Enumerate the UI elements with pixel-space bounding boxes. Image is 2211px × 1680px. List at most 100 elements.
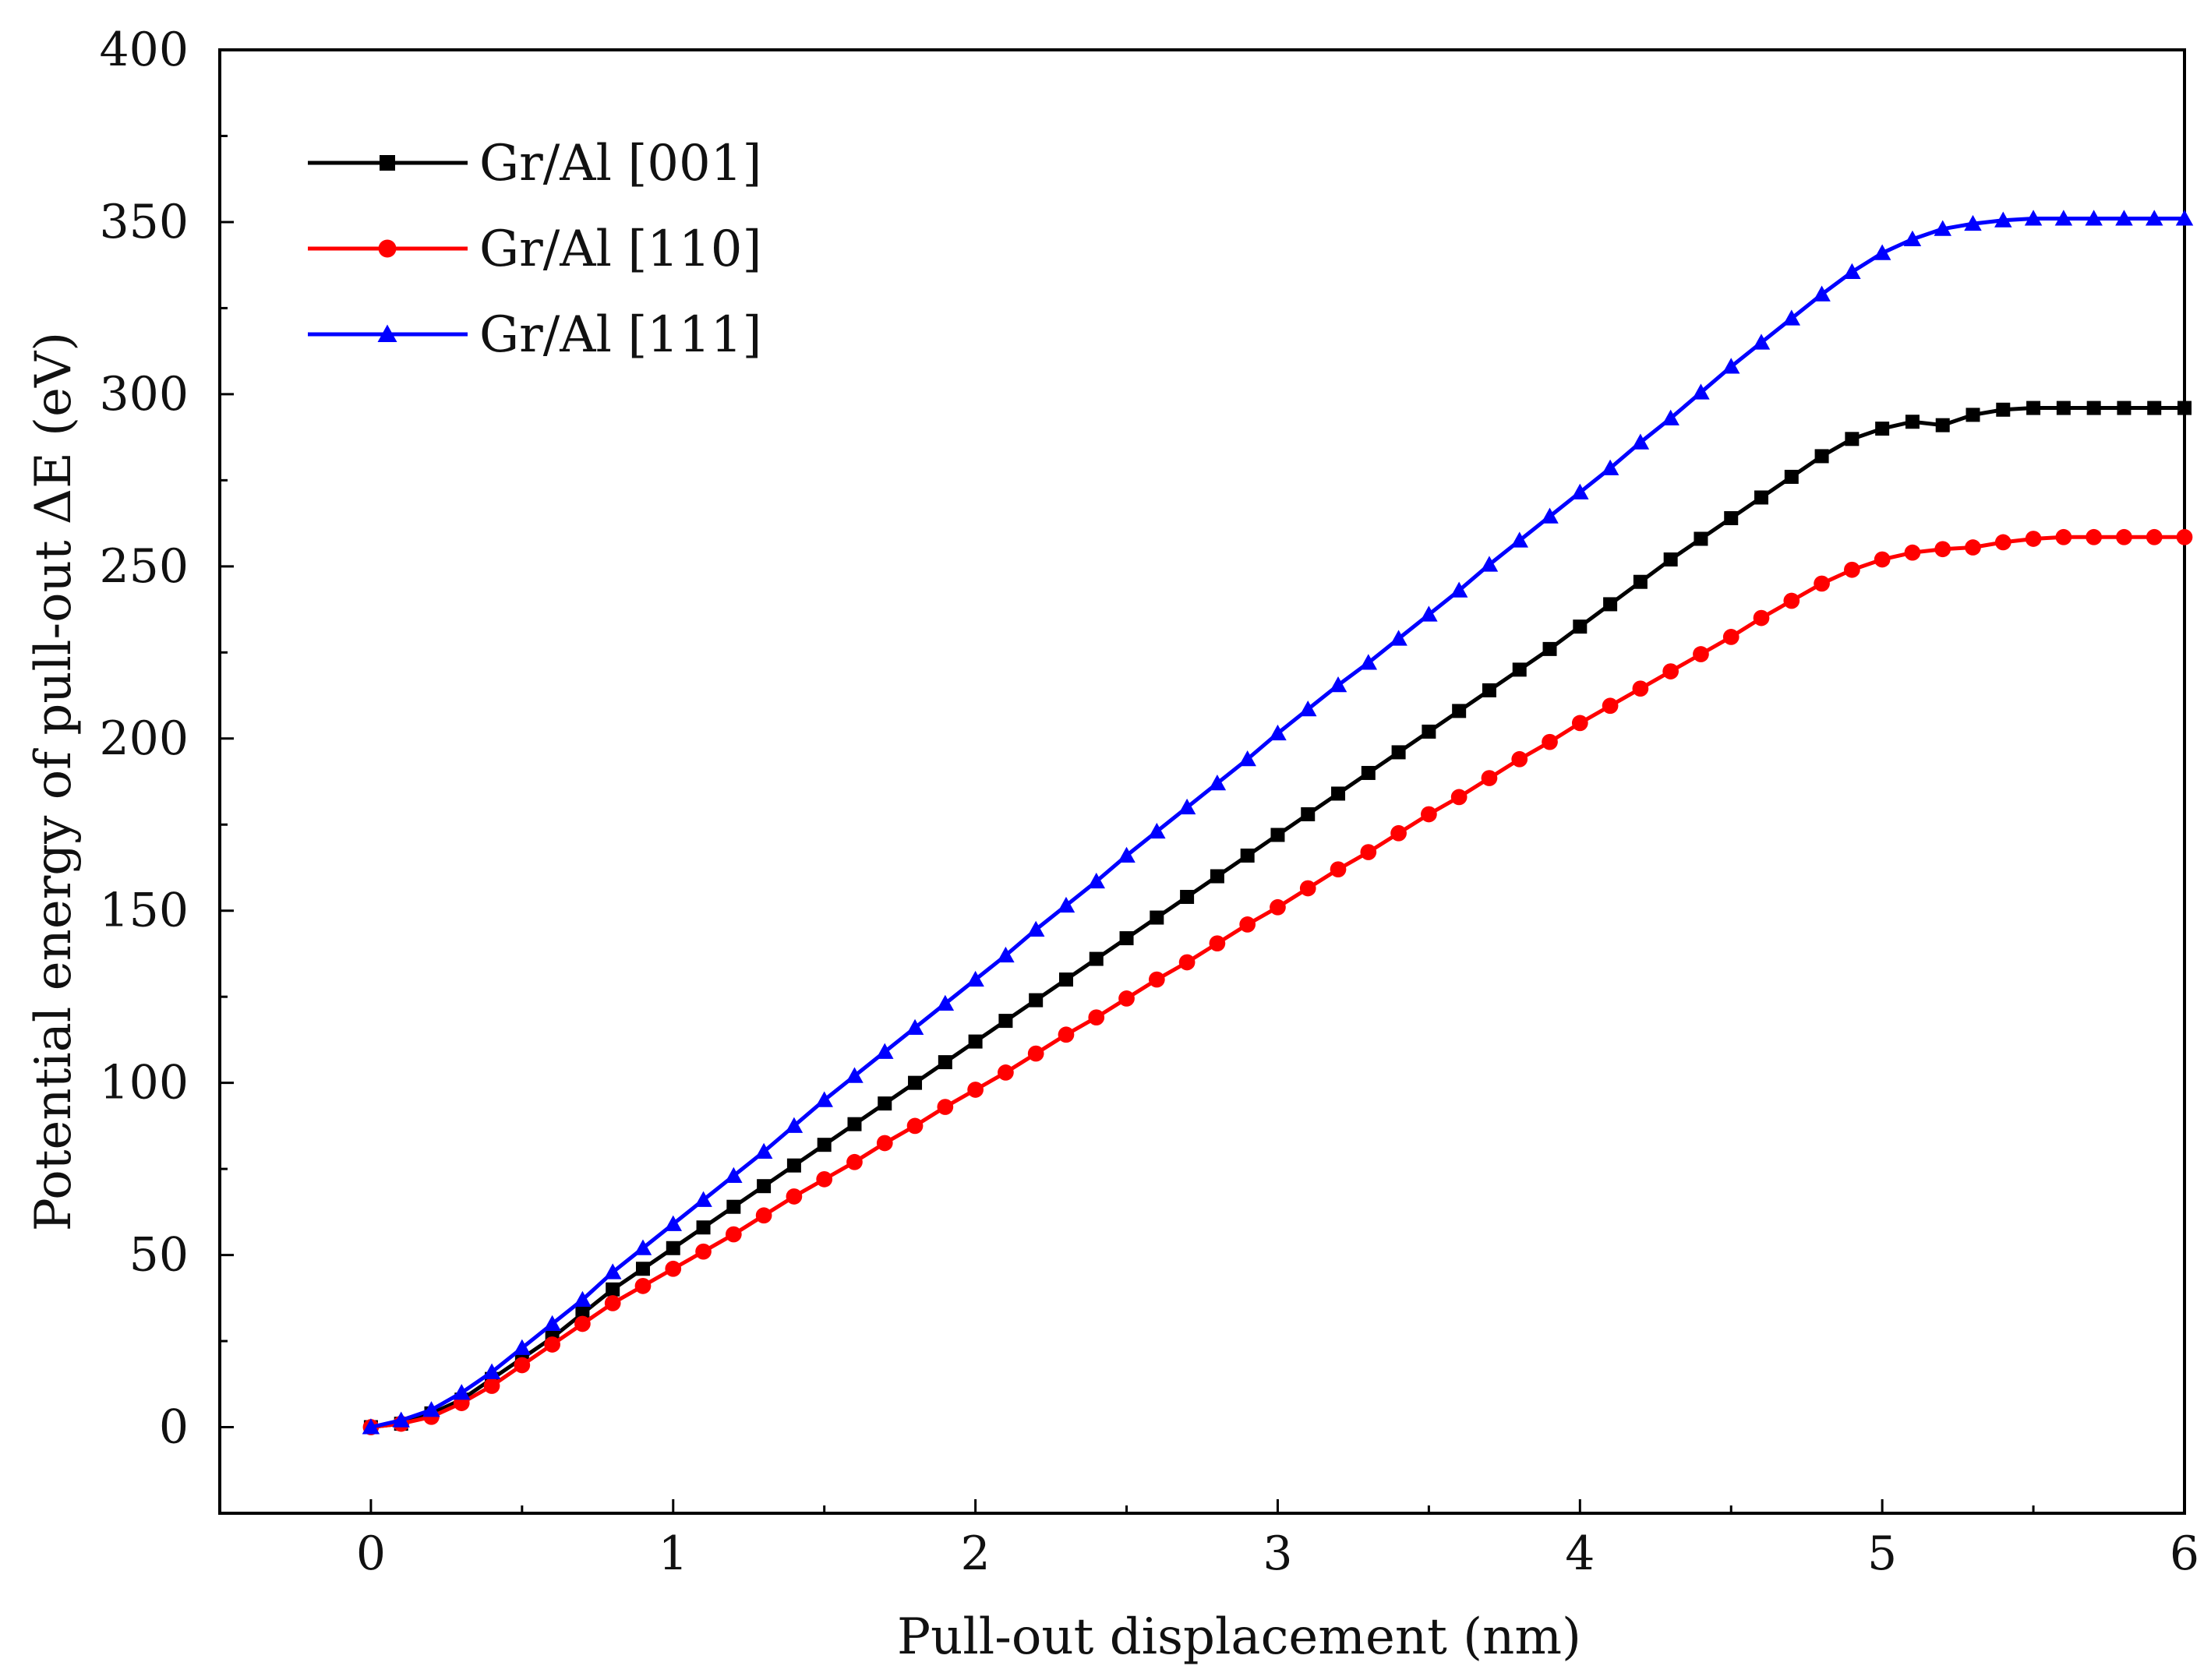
data-point	[1210, 869, 1224, 884]
data-point	[2024, 210, 2043, 226]
data-point	[1208, 774, 1227, 791]
data-point	[1329, 676, 1347, 693]
data-point	[574, 1315, 591, 1332]
legend-marker	[377, 324, 397, 342]
data-point	[1843, 263, 1861, 280]
data-point	[1301, 806, 1316, 821]
data-point	[2085, 210, 2103, 226]
data-point	[1482, 683, 1496, 697]
data-point	[1903, 230, 1922, 247]
data-point	[1934, 541, 1951, 558]
data-point	[606, 1282, 620, 1297]
legend-marker	[380, 155, 395, 171]
data-point	[1632, 680, 1649, 697]
data-point	[1813, 285, 1831, 302]
data-point	[1148, 971, 1165, 988]
data-point	[1631, 433, 1650, 450]
data-point	[786, 1158, 801, 1173]
legend: Gr/Al [001] Gr/Al [110] Gr/Al [111]	[308, 135, 761, 364]
data-point	[482, 1363, 501, 1379]
data-point	[755, 1207, 772, 1224]
plot-frame	[218, 48, 2186, 1515]
data-point	[1421, 806, 1437, 823]
data-point	[1209, 935, 1226, 952]
data-point	[1452, 704, 1467, 718]
data-point	[1753, 609, 1770, 626]
data-point	[2086, 401, 2101, 415]
data-point	[1601, 459, 1619, 475]
axis-ticks: 0 1 2 3 4 5 6 0 50 100 150 200 250 300 350 400	[99, 23, 2199, 1581]
data-point	[846, 1067, 864, 1083]
data-point	[1360, 844, 1377, 860]
data-point	[1994, 211, 2012, 228]
x-axis-label: Pull-out displacement (nm)	[897, 1608, 1581, 1666]
data-point	[1178, 954, 1196, 971]
series-3	[362, 210, 2194, 1435]
data-point	[754, 1142, 773, 1159]
data-point	[1420, 605, 1438, 622]
data-point	[1027, 1045, 1044, 1062]
data-point	[1238, 750, 1256, 767]
y-tick-label: 350	[99, 195, 189, 249]
y-axis-label: Potential energy of pull-out ΔE (eV)	[25, 332, 83, 1231]
data-point	[1662, 409, 1679, 425]
data-point	[786, 1188, 803, 1205]
y-tick-label: 150	[99, 884, 189, 938]
data-point	[1299, 880, 1316, 897]
data-point	[1058, 1026, 1075, 1043]
data-point	[695, 1243, 712, 1260]
data-point	[1541, 507, 1559, 524]
data-point	[876, 1043, 894, 1059]
x-tick-label: 2	[961, 1526, 991, 1581]
data-point	[453, 1384, 471, 1400]
data-point	[1542, 641, 1557, 656]
data-point	[1966, 408, 1980, 422]
data-point	[665, 1260, 682, 1277]
data-point	[1512, 662, 1527, 677]
data-point	[1087, 872, 1106, 889]
data-point	[1359, 654, 1378, 670]
data-point	[1724, 510, 1739, 525]
legend-item: Gr/Al [111]	[308, 306, 761, 364]
data-point	[847, 1117, 862, 1131]
y-tick-label: 100	[99, 1056, 189, 1110]
data-point	[816, 1171, 833, 1188]
data-point	[1964, 214, 1982, 231]
data-point	[1873, 244, 1891, 260]
data-point	[757, 1179, 772, 1194]
data-point	[1511, 750, 1528, 768]
data-point	[1057, 896, 1075, 913]
data-point	[1029, 993, 1044, 1008]
data-point	[543, 1315, 561, 1331]
data-point	[1722, 629, 1739, 645]
data-point	[574, 1290, 592, 1308]
data-point	[2056, 401, 2071, 415]
data-point	[1361, 765, 1376, 780]
y-tick-label: 400	[99, 23, 189, 77]
data-point	[2145, 210, 2163, 226]
data-point	[1119, 931, 1134, 946]
data-point	[906, 1117, 924, 1135]
data-point	[1722, 358, 1740, 374]
data-point	[1510, 531, 1528, 548]
data-point	[908, 1075, 923, 1090]
data-point	[1391, 745, 1406, 760]
data-point	[2116, 528, 2132, 545]
x-tick-label: 3	[1263, 1526, 1292, 1581]
data-point	[1633, 574, 1648, 589]
data-point	[2175, 210, 2194, 226]
data-point	[1663, 552, 1678, 566]
data-point	[483, 1378, 500, 1394]
data-point	[1148, 822, 1166, 839]
data-point	[2146, 528, 2163, 545]
data-point	[1150, 910, 1164, 925]
x-tick-label: 6	[2170, 1526, 2199, 1581]
data-point	[876, 1135, 893, 1152]
data-point	[422, 1401, 440, 1417]
data-point	[1935, 418, 1950, 432]
data-point	[514, 1357, 531, 1374]
data-point	[1089, 951, 1104, 966]
y-tick-label: 300	[99, 367, 189, 422]
data-point	[997, 946, 1015, 963]
data-point	[726, 1199, 741, 1214]
